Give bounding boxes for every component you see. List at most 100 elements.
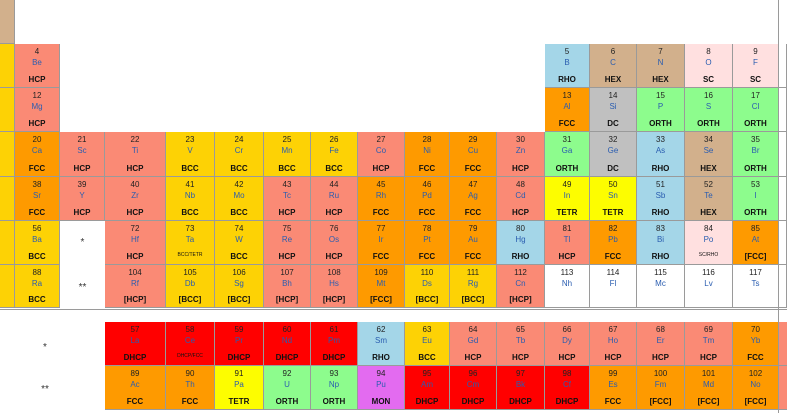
- element-cell-fm[interactable]: 100 Fm [FCC]: [637, 366, 685, 410]
- element-cell-co[interactable]: 27 Co HCP: [358, 132, 405, 177]
- element-cell-tb[interactable]: 65 Tb HCP: [497, 322, 545, 366]
- element-cell-sm[interactable]: 62 Sm RHO: [358, 322, 405, 366]
- element-cell-au[interactable]: 79 Au FCC: [450, 221, 497, 265]
- element-cell-ta[interactable]: 73 Ta BCC/TETR: [166, 221, 215, 265]
- element-cell-ge[interactable]: 32 Ge DC: [590, 132, 637, 177]
- element-cell-w[interactable]: 74 W BCC: [215, 221, 264, 265]
- element-cell-nd[interactable]: 60 Nd DHCP: [264, 322, 311, 366]
- element-cell-hg[interactable]: 80 Hg RHO: [497, 221, 545, 265]
- element-cell-hs[interactable]: 108 Hs [HCP]: [311, 265, 358, 308]
- element-cell-ga[interactable]: 31 Ga ORTH: [545, 132, 590, 177]
- element-cell-np[interactable]: 93 Np ORTH: [311, 366, 358, 410]
- element-cell-cd[interactable]: 48 Cd HCP: [497, 177, 545, 221]
- element-cell-ca[interactable]: 20 Ca FCC: [15, 132, 60, 177]
- element-cell-p[interactable]: 15 P ORTH: [637, 88, 685, 132]
- element-cell-rh[interactable]: 45 Rh FCC: [358, 177, 405, 221]
- element-cell-at[interactable]: 85 At [FCC]: [733, 221, 779, 265]
- element-cell-v[interactable]: 23 V BCC: [166, 132, 215, 177]
- element-cell-rg[interactable]: 111 Rg [BCC]: [450, 265, 497, 308]
- element-cell-be[interactable]: 4 Be HCP: [15, 44, 60, 88]
- element-cell-si[interactable]: 14 Si DC: [590, 88, 637, 132]
- element-cell-b[interactable]: 5 B RHO: [545, 44, 590, 88]
- element-cell-eu[interactable]: 63 Eu BCC: [405, 322, 450, 366]
- element-cell-c[interactable]: 6 C HEX: [590, 44, 637, 88]
- element-cell-pm[interactable]: 61 Pm DHCP: [311, 322, 358, 366]
- element-cell-gd[interactable]: 64 Gd HCP: [450, 322, 497, 366]
- element-cell-bh[interactable]: 107 Bh [HCP]: [264, 265, 311, 308]
- element-cell-ir[interactable]: 77 Ir FCC: [358, 221, 405, 265]
- element-cell-rf[interactable]: 104 Rf [HCP]: [105, 265, 166, 308]
- element-cell-fl[interactable]: 114 Fl: [590, 265, 637, 308]
- element-cell-zr[interactable]: 40 Zr HCP: [105, 177, 166, 221]
- element-cell-ra[interactable]: 88 Ra BCC: [15, 265, 60, 308]
- element-cell-sg[interactable]: 106 Sg [BCC]: [215, 265, 264, 308]
- element-cell-o[interactable]: 8 O SC: [685, 44, 733, 88]
- element-cell-i[interactable]: 53 I ORTH: [733, 177, 779, 221]
- element-cell-mt[interactable]: 109 Mt [FCC]: [358, 265, 405, 308]
- element-cell-nh[interactable]: 113 Nh: [545, 265, 590, 308]
- element-cell-la[interactable]: 57 La DHCP: [105, 322, 166, 366]
- element-cell-cl[interactable]: 17 Cl ORTH: [733, 88, 779, 132]
- element-cell-md[interactable]: 101 Md [FCC]: [685, 366, 733, 410]
- element-cell-pr[interactable]: 59 Pr DHCP: [215, 322, 264, 366]
- element-cell-am[interactable]: 95 Am DHCP: [405, 366, 450, 410]
- element-cell-sc[interactable]: 21 Sc HCP: [60, 132, 105, 177]
- element-cell-mn[interactable]: 25 Mn BCC: [264, 132, 311, 177]
- element-cell-pt[interactable]: 78 Pt FCC: [405, 221, 450, 265]
- element-cell-er[interactable]: 68 Er HCP: [637, 322, 685, 366]
- element-cell-ni[interactable]: 28 Ni FCC: [405, 132, 450, 177]
- element-cell-ho[interactable]: 67 Ho HCP: [590, 322, 637, 366]
- element-cell-ag[interactable]: 47 Ag FCC: [450, 177, 497, 221]
- element-cell-mo[interactable]: 42 Mo BCC: [215, 177, 264, 221]
- element-cell-dy[interactable]: 66 Dy HCP: [545, 322, 590, 366]
- element-cell-lu[interactable]: 71 Lu HCP: [779, 322, 787, 366]
- element-cell-cn[interactable]: 112 Cn [HCP]: [497, 265, 545, 308]
- element-cell-y[interactable]: 39 Y HCP: [60, 177, 105, 221]
- element-cell-ts[interactable]: 117 Ts: [733, 265, 779, 308]
- element-cell-pu[interactable]: 94 Pu MON: [358, 366, 405, 410]
- element-cell-ac[interactable]: 89 Ac FCC: [105, 366, 166, 410]
- element-cell-lv[interactable]: 116 Lv: [685, 265, 733, 308]
- element-cell-lr[interactable]: 103 Lr [HCP]: [779, 366, 787, 410]
- element-cell-po[interactable]: 84 Po SC/RHO: [685, 221, 733, 265]
- element-cell-tc[interactable]: 43 Tc HCP: [264, 177, 311, 221]
- element-cell-tm[interactable]: 69 Tm HCP: [685, 322, 733, 366]
- element-cell-cu[interactable]: 29 Cu FCC: [450, 132, 497, 177]
- element-cell-hf[interactable]: 72 Hf HCP: [105, 221, 166, 265]
- element-cell-al[interactable]: 13 Al FCC: [545, 88, 590, 132]
- element-cell-ti[interactable]: 22 Ti HCP: [105, 132, 166, 177]
- element-cell-n[interactable]: 7 N HEX: [637, 44, 685, 88]
- element-cell-ce[interactable]: 58 Ce DHCP/FCC: [166, 322, 215, 366]
- element-cell-es[interactable]: 99 Es FCC: [590, 366, 637, 410]
- element-cell-mg[interactable]: 12 Mg HCP: [15, 88, 60, 132]
- element-cell-br[interactable]: 35 Br ORTH: [733, 132, 779, 177]
- element-cell-ds[interactable]: 110 Ds [BCC]: [405, 265, 450, 308]
- element-cell-pa[interactable]: 91 Pa TETR: [215, 366, 264, 410]
- element-cell-as[interactable]: 33 As RHO: [637, 132, 685, 177]
- element-cell-te[interactable]: 52 Te HEX: [685, 177, 733, 221]
- element-cell-cr[interactable]: 24 Cr BCC: [215, 132, 264, 177]
- element-cell-f[interactable]: 9 F SC: [733, 44, 779, 88]
- element-cell-s[interactable]: 16 S ORTH: [685, 88, 733, 132]
- element-cell-sn[interactable]: 50 Sn TETR: [590, 177, 637, 221]
- element-cell-ba[interactable]: 56 Ba BCC: [15, 221, 60, 265]
- element-cell-zn[interactable]: 30 Zn HCP: [497, 132, 545, 177]
- element-cell-no[interactable]: 102 No [FCC]: [733, 366, 779, 410]
- element-cell-fe[interactable]: 26 Fe BCC: [311, 132, 358, 177]
- element-cell-se[interactable]: 34 Se HEX: [685, 132, 733, 177]
- element-cell-re[interactable]: 75 Re HCP: [264, 221, 311, 265]
- element-cell-yb[interactable]: 70 Yb FCC: [733, 322, 779, 366]
- element-cell-cf[interactable]: 98 Cf DHCP: [545, 366, 590, 410]
- element-cell-os[interactable]: 76 Os HCP: [311, 221, 358, 265]
- element-cell-tl[interactable]: 81 Tl HCP: [545, 221, 590, 265]
- element-cell-ru[interactable]: 44 Ru HCP: [311, 177, 358, 221]
- element-cell-bk[interactable]: 97 Bk DHCP: [497, 366, 545, 410]
- element-cell-sb[interactable]: 51 Sb RHO: [637, 177, 685, 221]
- element-cell-nb[interactable]: 41 Nb BCC: [166, 177, 215, 221]
- element-cell-mc[interactable]: 115 Mc: [637, 265, 685, 308]
- element-cell-db[interactable]: 105 Db [BCC]: [166, 265, 215, 308]
- element-cell-u[interactable]: 92 U ORTH: [264, 366, 311, 410]
- element-cell-bi[interactable]: 83 Bi RHO: [637, 221, 685, 265]
- element-cell-th[interactable]: 90 Th FCC: [166, 366, 215, 410]
- element-cell-in[interactable]: 49 In TETR: [545, 177, 590, 221]
